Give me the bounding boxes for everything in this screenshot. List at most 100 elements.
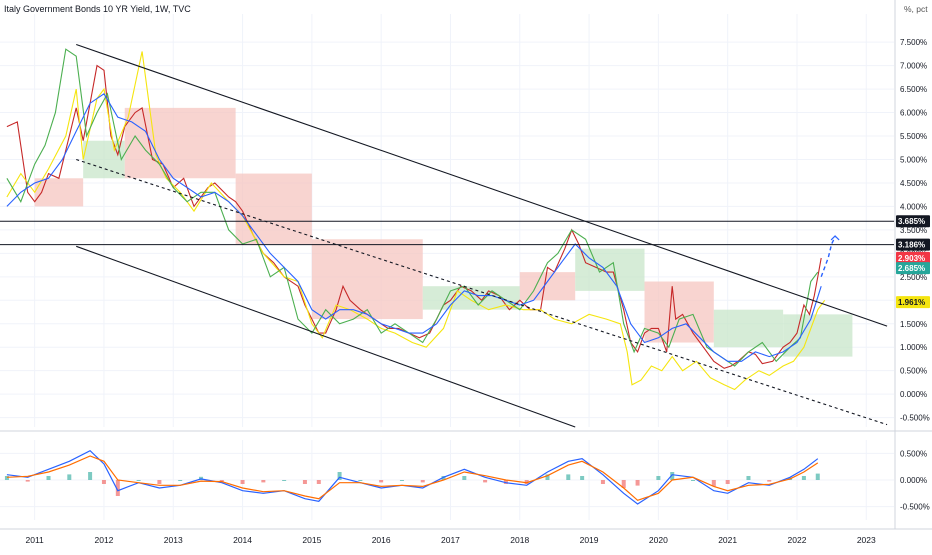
series-line	[6, 48, 819, 367]
histogram-bar	[88, 472, 93, 480]
trend-line	[76, 158, 888, 426]
currency-label[interactable]: %, pct	[904, 4, 928, 14]
x-tick-label: 2015	[302, 535, 321, 545]
histogram-bar	[25, 480, 30, 482]
cloud-segment	[519, 272, 576, 301]
oscillator-line	[6, 455, 819, 501]
y-tick-label: 1.500%	[900, 320, 927, 329]
y-tick-label: 6.000%	[900, 109, 927, 118]
cloud-segment	[124, 107, 236, 179]
histogram-bar	[420, 480, 425, 483]
projection-line	[820, 236, 836, 278]
x-tick-label: 2022	[788, 535, 807, 545]
price-label: 3.685%	[898, 217, 925, 226]
y-tick-label: 5.000%	[900, 155, 927, 164]
histogram-bar	[566, 474, 571, 480]
x-tick-label: 2020	[649, 535, 668, 545]
price-label: 2.685%	[898, 264, 925, 273]
x-tick-label: 2017	[441, 535, 460, 545]
oscillator-grid	[0, 440, 894, 520]
histogram-bar	[725, 480, 730, 484]
x-tick-label: 2018	[510, 535, 529, 545]
histogram-bar	[621, 480, 626, 488]
histogram-bar	[670, 472, 675, 480]
osc-y-tick-label: -0.500%	[900, 503, 930, 512]
cloud-segment	[783, 314, 853, 357]
histogram-bar	[4, 476, 9, 480]
x-tick-label: 2012	[94, 535, 113, 545]
histogram-bar	[580, 476, 585, 480]
y-tick-label: 7.500%	[900, 38, 927, 47]
x-tick-label: 2013	[164, 535, 183, 545]
y-tick-label: 0.500%	[900, 367, 927, 376]
trend-lines	[0, 43, 894, 428]
histogram-bar	[691, 480, 696, 481]
price-label-box	[896, 296, 930, 309]
histogram-bar	[746, 476, 751, 480]
y-tick-label: 2.500%	[900, 273, 927, 282]
y-tick-label: 4.500%	[900, 179, 927, 188]
series-line	[6, 51, 826, 391]
histogram-bar	[441, 476, 446, 480]
y-tick-label: 4.000%	[900, 202, 927, 211]
price-label: 1.961%	[898, 298, 925, 307]
histogram-bar	[115, 480, 120, 496]
histogram-bar	[524, 480, 529, 484]
price-label-box	[896, 251, 930, 264]
price-label: 3.186%	[898, 241, 925, 250]
x-tick-label: 2016	[372, 535, 391, 545]
histogram-bar	[483, 480, 488, 483]
y-tick-label: -0.500%	[900, 414, 930, 423]
trend-line	[76, 43, 888, 327]
histogram-bar	[462, 476, 467, 480]
histogram-bar	[711, 480, 716, 487]
y-tick-label: 7.000%	[900, 62, 927, 71]
x-tick-label: 2021	[718, 535, 737, 545]
histogram-bar	[101, 480, 106, 484]
histogram-bar	[379, 480, 384, 483]
trend-line	[76, 245, 576, 428]
cloud-segment	[34, 178, 84, 207]
price-label-box	[896, 262, 930, 275]
cloud-segment	[644, 281, 714, 343]
histogram-bar	[503, 480, 508, 484]
series-lines	[6, 48, 840, 391]
cloud-segment	[713, 309, 784, 348]
histogram-bar	[815, 473, 820, 480]
price-label-box	[896, 215, 930, 228]
y-tick-label: 0.000%	[900, 390, 927, 399]
histogram-bar	[157, 480, 162, 484]
histogram-bar	[282, 480, 287, 481]
histogram-bar	[801, 476, 806, 480]
price-label: 2.903%	[898, 254, 925, 263]
cloud-segment	[235, 173, 312, 244]
histogram-bar	[545, 474, 550, 480]
cloud-segment	[83, 140, 125, 179]
cloud-segment	[311, 239, 423, 320]
histogram-bar	[261, 480, 266, 483]
histogram-bar	[302, 480, 307, 484]
y-tick-label: 5.500%	[900, 132, 927, 141]
osc-y-tick-label: 0.000%	[900, 476, 927, 485]
y-tick-label: 3.500%	[900, 226, 927, 235]
histogram-bar	[358, 480, 363, 481]
chart-title: Italy Government Bonds 10 YR Yield, 1W, …	[4, 4, 191, 14]
histogram-bar	[600, 480, 605, 484]
y-tick-label: 1.000%	[900, 343, 927, 352]
histogram-bar	[219, 480, 224, 482]
x-tick-label: 2019	[580, 535, 599, 545]
y-tick-label: 6.500%	[900, 85, 927, 94]
series-line	[6, 93, 822, 362]
histogram-bar	[337, 472, 342, 480]
histogram-bar	[46, 476, 51, 480]
histogram-bar	[316, 480, 321, 484]
osc-y-tick-label: 0.500%	[900, 449, 927, 458]
histogram-bar	[656, 476, 661, 480]
histogram-bar	[635, 480, 640, 486]
histogram-bar	[136, 480, 141, 481]
x-tick-label: 2014	[233, 535, 252, 545]
x-tick-label: 2011	[26, 535, 45, 545]
